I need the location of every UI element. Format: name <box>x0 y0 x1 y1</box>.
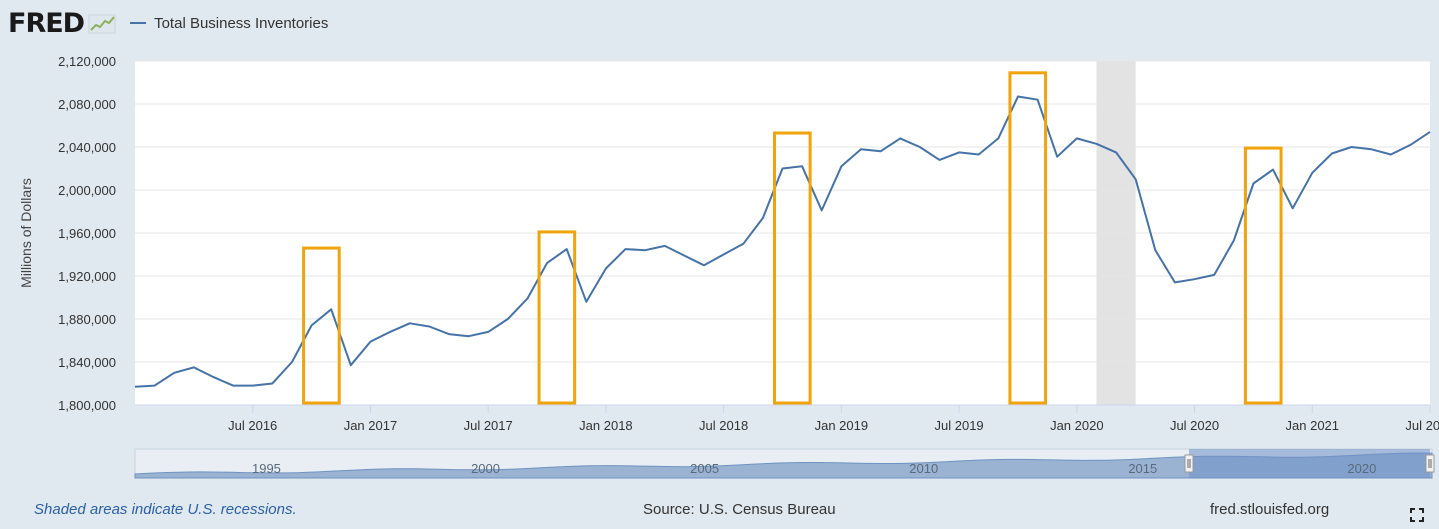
fullscreen-icon[interactable] <box>1410 508 1424 522</box>
y-tick-label: 2,040,000 <box>58 140 116 155</box>
y-tick-label: 2,120,000 <box>58 54 116 69</box>
x-tick-label: Jan 2019 <box>815 418 869 433</box>
line-chart: 1,800,000 1,840,000 1,880,000 1,920,000 1,96… <box>18 54 1439 479</box>
series-line <box>134 95 1431 388</box>
y-tick-label: 1,800,000 <box>58 398 116 413</box>
navigator-tick-label: 2000 <box>471 461 500 476</box>
navigator-tick-label: 2020 <box>1347 461 1376 476</box>
highlight-box <box>1243 146 1283 405</box>
y-tick-label: 1,840,000 <box>58 355 116 370</box>
y-tick-label: 1,960,000 <box>58 226 116 241</box>
y-tick-label: 1,880,000 <box>58 312 116 327</box>
recession-note: Shaded areas indicate U.S. recessions. <box>34 501 297 518</box>
y-tick-label: 2,080,000 <box>58 97 116 112</box>
handle-body <box>1425 454 1435 473</box>
source-credit: Source: U.S. Census Bureau <box>643 501 836 518</box>
x-tick-label: Jan 2018 <box>579 418 633 433</box>
x-tick-label: Jul 2020 <box>1170 418 1219 433</box>
handle-body <box>1184 454 1194 473</box>
highlight-box <box>773 131 812 405</box>
x-tick-label: Jul 2016 <box>228 418 277 433</box>
highlight-box <box>537 230 577 405</box>
navigator-handle[interactable] <box>1425 454 1435 473</box>
navigator-tick-label: 1995 <box>252 461 281 476</box>
x-tick-label: Jul 2017 <box>464 418 513 433</box>
legend-swatch <box>130 22 147 24</box>
fred-logo[interactable]: FRED <box>8 7 85 39</box>
y-axis-title: Millions of Dollars <box>18 178 34 288</box>
navigator-tick-label: 2005 <box>690 461 719 476</box>
y-tick-label: 1,920,000 <box>58 269 116 284</box>
x-tick-label: Jul 2018 <box>699 418 748 433</box>
line-graph-icon <box>88 14 116 34</box>
highlight-box <box>1008 71 1048 405</box>
x-tick-label: Jan 2020 <box>1050 418 1104 433</box>
legend-item[interactable]: Total Business Inventories <box>130 15 328 32</box>
x-tick-label: Jan 2021 <box>1286 418 1340 433</box>
navigator-handle[interactable] <box>1184 454 1194 473</box>
x-tick-label: Jul 2021 <box>1405 418 1439 433</box>
x-tick-label: Jan 2017 <box>344 418 398 433</box>
legend-label: Total Business Inventories <box>154 14 329 32</box>
site-link[interactable]: fred.stlouisfed.org <box>1210 501 1330 518</box>
navigator-selection <box>1189 449 1430 478</box>
chart-header: FRED Total Business Inventories <box>8 6 328 40</box>
highlight-box <box>302 246 341 405</box>
x-tick-label: Jul 2019 <box>935 418 984 433</box>
navigator-tick-label: 2015 <box>1128 461 1157 476</box>
navigator-tick-label: 2010 <box>909 461 938 476</box>
y-tick-label: 2,000,000 <box>58 183 116 198</box>
